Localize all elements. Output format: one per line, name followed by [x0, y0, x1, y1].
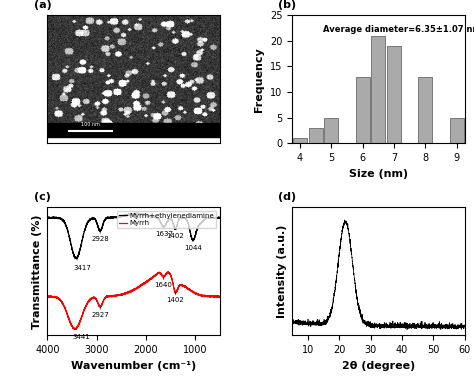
Bar: [47, 123, 220, 137]
Myrrh: [111, 294, 117, 298]
Myrrh+ethylenediamine: [132, 211, 138, 215]
Bar: [450, 118, 464, 143]
X-axis label: Wavenumber (cm⁻¹): Wavenumber (cm⁻¹): [71, 360, 196, 371]
Myrrh+ethylenediamine: [111, 216, 117, 220]
Text: (c): (c): [34, 192, 51, 202]
Text: (b): (b): [278, 0, 297, 10]
Legend: Myrrh+ethylenediamine, Myrrh: Myrrh+ethylenediamine, Myrrh: [117, 211, 216, 228]
Text: Average diameter=6.35±1.07 nm: Average diameter=6.35±1.07 nm: [323, 26, 474, 35]
Text: 100 nm: 100 nm: [81, 122, 100, 127]
Myrrh+ethylenediamine: [74, 255, 80, 260]
Myrrh: [118, 293, 124, 297]
Myrrh: [72, 327, 78, 332]
Myrrh+ethylenediamine: [118, 214, 124, 219]
Line: Myrrh+ethylenediamine: Myrrh+ethylenediamine: [47, 213, 220, 259]
Myrrh: [74, 325, 80, 330]
Bar: [371, 36, 385, 143]
Bar: [309, 128, 323, 143]
Myrrh: [64, 312, 70, 316]
Myrrh+ethylenediamine: [217, 216, 223, 220]
Text: 1402: 1402: [166, 292, 184, 303]
Bar: [387, 46, 401, 143]
Myrrh: [217, 295, 223, 299]
Text: 3417: 3417: [73, 258, 91, 271]
Y-axis label: Frequency: Frequency: [255, 47, 264, 112]
Y-axis label: Transmittance (%): Transmittance (%): [32, 214, 42, 328]
Text: (a): (a): [34, 0, 51, 10]
X-axis label: Size (nm): Size (nm): [349, 168, 408, 179]
Text: 1402: 1402: [166, 229, 184, 239]
Text: 2927: 2927: [91, 307, 109, 318]
Myrrh+ethylenediamine: [73, 256, 79, 261]
Myrrh+ethylenediamine: [64, 226, 70, 231]
X-axis label: 2θ (degree): 2θ (degree): [342, 360, 415, 371]
Bar: [293, 138, 307, 143]
Myrrh: [165, 269, 171, 274]
Myrrh: [214, 294, 219, 299]
Y-axis label: Intensity (a.u.): Intensity (a.u.): [277, 224, 287, 318]
Text: 1640: 1640: [155, 277, 173, 288]
Myrrh+ethylenediamine: [45, 215, 50, 219]
Line: Myrrh: Myrrh: [47, 272, 220, 330]
Myrrh: [195, 292, 201, 296]
Text: 1637: 1637: [155, 227, 173, 237]
Myrrh+ethylenediamine: [195, 225, 201, 229]
Myrrh+ethylenediamine: [214, 215, 219, 220]
Text: (d): (d): [278, 192, 297, 202]
Bar: [356, 77, 370, 143]
Bar: [324, 118, 338, 143]
Text: 2928: 2928: [91, 231, 109, 242]
Bar: [418, 77, 432, 143]
Text: 3441: 3441: [73, 329, 90, 340]
Text: 1044: 1044: [184, 240, 202, 251]
Myrrh: [45, 294, 50, 298]
